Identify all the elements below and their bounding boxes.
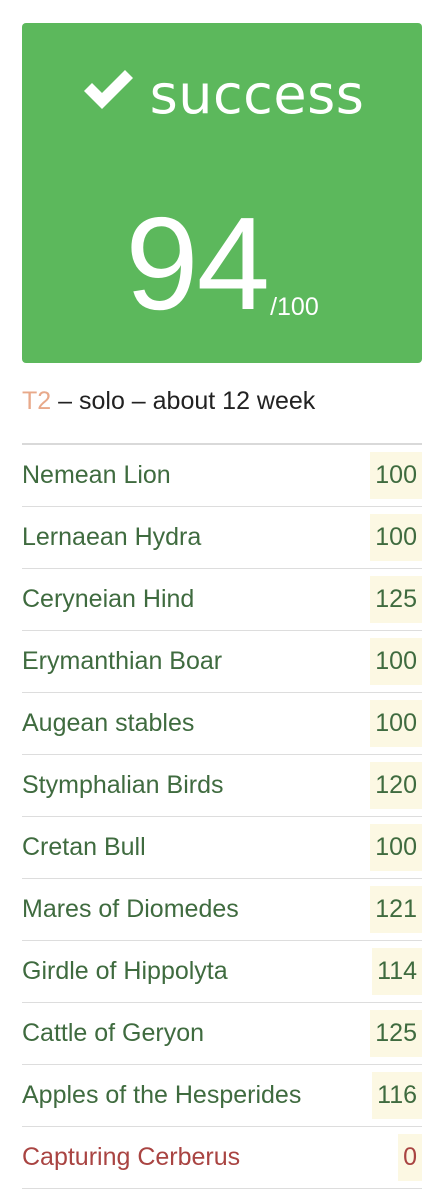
status-line: success bbox=[22, 68, 422, 122]
task-score: 121 bbox=[370, 886, 422, 933]
task-name: Ceryneian Hind bbox=[22, 585, 195, 613]
tier-label: T2 bbox=[22, 387, 52, 415]
table-row-failed: Capturing Cerberus 0 bbox=[22, 1127, 422, 1189]
task-name: Mares of Diomedes bbox=[22, 895, 239, 923]
mode-label: solo bbox=[78, 387, 125, 415]
table-row: Ceryneian Hind 125 bbox=[22, 569, 422, 631]
task-name: Lernaean Hydra bbox=[22, 523, 202, 551]
table-row: Mares of Diomedes 121 bbox=[22, 879, 422, 941]
check-icon bbox=[83, 70, 133, 109]
meta-line: T2 – solo – about 12 week bbox=[22, 387, 315, 416]
task-name: Girdle of Hippolyta bbox=[22, 957, 228, 985]
result-card: success 94 /100 bbox=[22, 23, 422, 363]
task-name: Erymanthian Boar bbox=[22, 647, 223, 675]
table-row: Augean stables 100 bbox=[22, 693, 422, 755]
task-name: Cattle of Geryon bbox=[22, 1019, 205, 1047]
task-score: 100 bbox=[370, 514, 422, 561]
table-row: Girdle of Hippolyta 114 bbox=[22, 941, 422, 1003]
table-row: Lernaean Hydra 100 bbox=[22, 507, 422, 569]
table-row: Stymphalian Birds 120 bbox=[22, 755, 422, 817]
task-score: 116 bbox=[372, 1072, 422, 1119]
score-line: 94 /100 bbox=[22, 190, 422, 337]
task-name: Apples of the Hesperides bbox=[22, 1081, 302, 1109]
table-row: Cattle of Geryon 125 bbox=[22, 1003, 422, 1065]
meta-separator: – bbox=[51, 387, 79, 415]
table-row: Apples of the Hesperides 116 bbox=[22, 1065, 422, 1127]
task-score: 114 bbox=[372, 948, 422, 995]
task-score: 100 bbox=[370, 700, 422, 747]
task-score: 0 bbox=[398, 1134, 422, 1181]
table-row: Cretan Bull 100 bbox=[22, 817, 422, 879]
duration-label: about 12 week bbox=[152, 387, 316, 415]
task-name: Cretan Bull bbox=[22, 833, 146, 861]
task-score: 125 bbox=[370, 1010, 422, 1057]
score-value: 94 bbox=[125, 190, 270, 337]
meta-separator: – bbox=[124, 387, 153, 415]
task-score: 100 bbox=[370, 638, 422, 685]
table-row: Nemean Lion 100 bbox=[22, 445, 422, 507]
task-score: 100 bbox=[370, 824, 422, 871]
task-score: 120 bbox=[370, 762, 422, 809]
table-row: Erymanthian Boar 100 bbox=[22, 631, 422, 693]
task-score: 125 bbox=[370, 576, 422, 623]
task-name: Stymphalian Birds bbox=[22, 771, 224, 799]
task-name: Capturing Cerberus bbox=[22, 1143, 241, 1171]
task-score: 100 bbox=[370, 452, 422, 499]
task-name: Nemean Lion bbox=[22, 461, 171, 489]
score-max: /100 bbox=[270, 293, 319, 322]
task-table: Nemean Lion 100 Lernaean Hydra 100 Ceryn… bbox=[22, 443, 422, 1189]
status-text: success bbox=[149, 63, 365, 126]
task-name: Augean stables bbox=[22, 709, 195, 737]
